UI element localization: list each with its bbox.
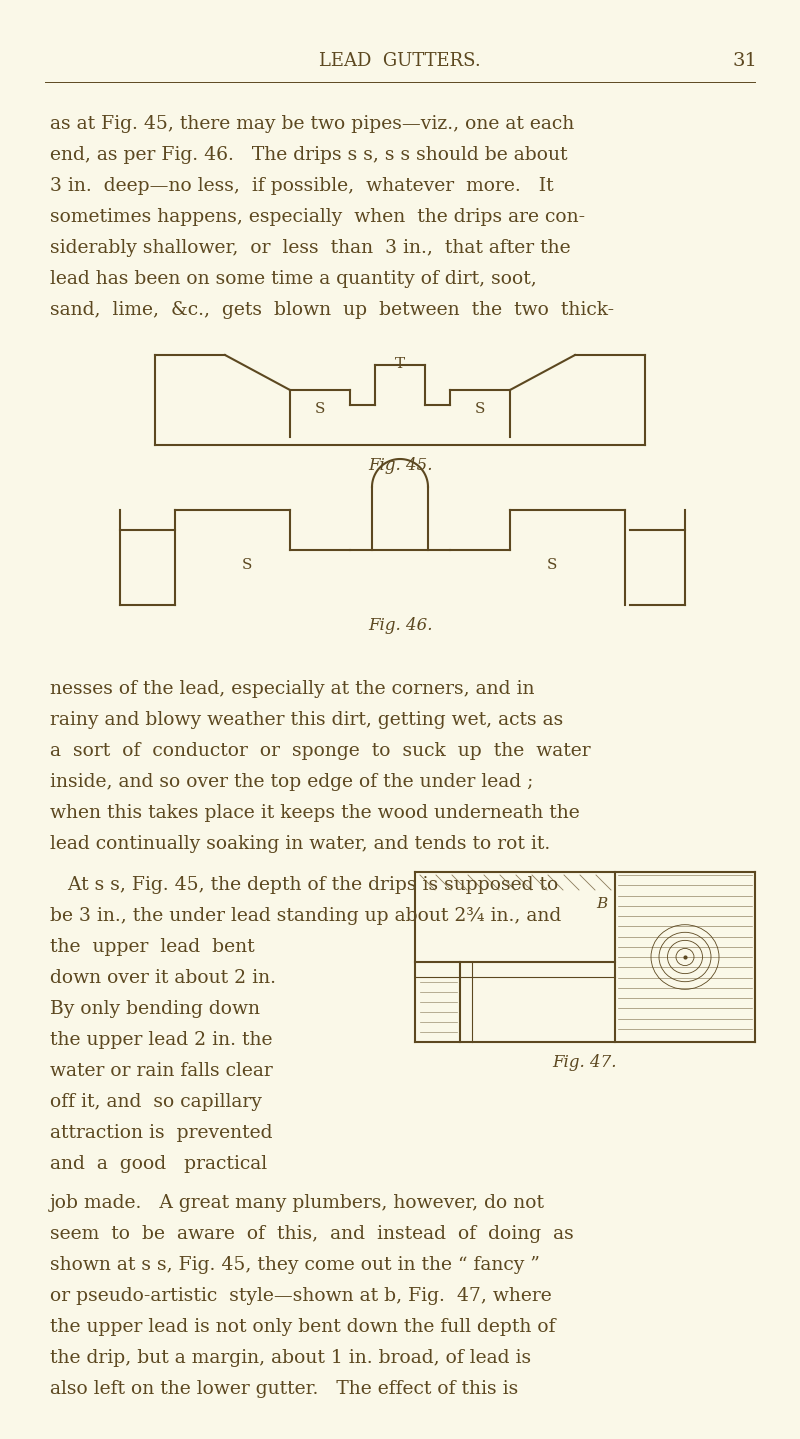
Text: Fig. 46.: Fig. 46. xyxy=(368,617,432,635)
Text: T: T xyxy=(395,357,405,371)
Text: By only bending down: By only bending down xyxy=(50,1000,260,1017)
Text: off it, and  so capillary: off it, and so capillary xyxy=(50,1094,262,1111)
Text: the upper lead 2 in. the: the upper lead 2 in. the xyxy=(50,1030,273,1049)
Text: or pseudo-artistic  style—shown at b, Fig.  47, where: or pseudo-artistic style—shown at b, Fig… xyxy=(50,1286,552,1305)
Text: also left on the lower gutter.   The effect of this is: also left on the lower gutter. The effec… xyxy=(50,1380,518,1399)
Text: end, as per Fig. 46.   The drips s s, s s should be about: end, as per Fig. 46. The drips s s, s s … xyxy=(50,145,567,164)
Text: sand,  lime,  &c.,  gets  blown  up  between  the  two  thick-: sand, lime, &c., gets blown up between t… xyxy=(50,301,614,319)
Text: sometimes happens, especially  when  the drips are con-: sometimes happens, especially when the d… xyxy=(50,209,585,226)
Text: lead has been on some time a quantity of dirt, soot,: lead has been on some time a quantity of… xyxy=(50,271,537,288)
Text: S: S xyxy=(475,401,485,416)
Text: as at Fig. 45, there may be two pipes—viz., one at each: as at Fig. 45, there may be two pipes—vi… xyxy=(50,115,574,132)
Text: nesses of the lead, especially at the corners, and in: nesses of the lead, especially at the co… xyxy=(50,681,534,698)
Text: water or rain falls clear: water or rain falls clear xyxy=(50,1062,273,1081)
Text: S: S xyxy=(547,558,557,571)
Text: Fig. 47.: Fig. 47. xyxy=(553,1053,618,1071)
Text: siderably shallower,  or  less  than  3 in.,  that after the: siderably shallower, or less than 3 in.,… xyxy=(50,239,570,258)
Text: the drip, but a margin, about 1 in. broad, of lead is: the drip, but a margin, about 1 in. broa… xyxy=(50,1348,531,1367)
Text: and  a  good   practical: and a good practical xyxy=(50,1156,267,1173)
Text: At s s, Fig. 45, the depth of the drips is supposed to: At s s, Fig. 45, the depth of the drips … xyxy=(50,876,558,894)
Text: shown at s s, Fig. 45, they come out in the “ fancy ”: shown at s s, Fig. 45, they come out in … xyxy=(50,1256,540,1274)
Text: S: S xyxy=(242,558,252,571)
Text: when this takes place it keeps the wood underneath the: when this takes place it keeps the wood … xyxy=(50,804,580,822)
Text: rainy and blowy weather this dirt, getting wet, acts as: rainy and blowy weather this dirt, getti… xyxy=(50,711,563,730)
Text: lead continually soaking in water, and tends to rot it.: lead continually soaking in water, and t… xyxy=(50,835,550,853)
Text: 3 in.  deep—no less,  if possible,  whatever  more.   It: 3 in. deep—no less, if possible, whateve… xyxy=(50,177,554,196)
Text: attraction is  prevented: attraction is prevented xyxy=(50,1124,273,1143)
Text: S: S xyxy=(315,401,325,416)
Text: a  sort  of  conductor  or  sponge  to  suck  up  the  water: a sort of conductor or sponge to suck up… xyxy=(50,743,590,760)
Text: LEAD  GUTTERS.: LEAD GUTTERS. xyxy=(319,52,481,71)
Text: the  upper  lead  bent: the upper lead bent xyxy=(50,938,254,955)
Text: the upper lead is not only bent down the full depth of: the upper lead is not only bent down the… xyxy=(50,1318,555,1335)
Text: down over it about 2 in.: down over it about 2 in. xyxy=(50,968,276,987)
Text: Fig. 45.: Fig. 45. xyxy=(368,458,432,473)
Text: B: B xyxy=(596,896,607,911)
Text: 31: 31 xyxy=(733,52,758,71)
Text: seem  to  be  aware  of  this,  and  instead  of  doing  as: seem to be aware of this, and instead of… xyxy=(50,1225,574,1243)
Text: inside, and so over the top edge of the under lead ;: inside, and so over the top edge of the … xyxy=(50,773,534,791)
Text: job made.   A great many plumbers, however, do not: job made. A great many plumbers, however… xyxy=(50,1194,545,1212)
Text: be 3 in., the under lead standing up about 2¾ in., and: be 3 in., the under lead standing up abo… xyxy=(50,907,562,925)
